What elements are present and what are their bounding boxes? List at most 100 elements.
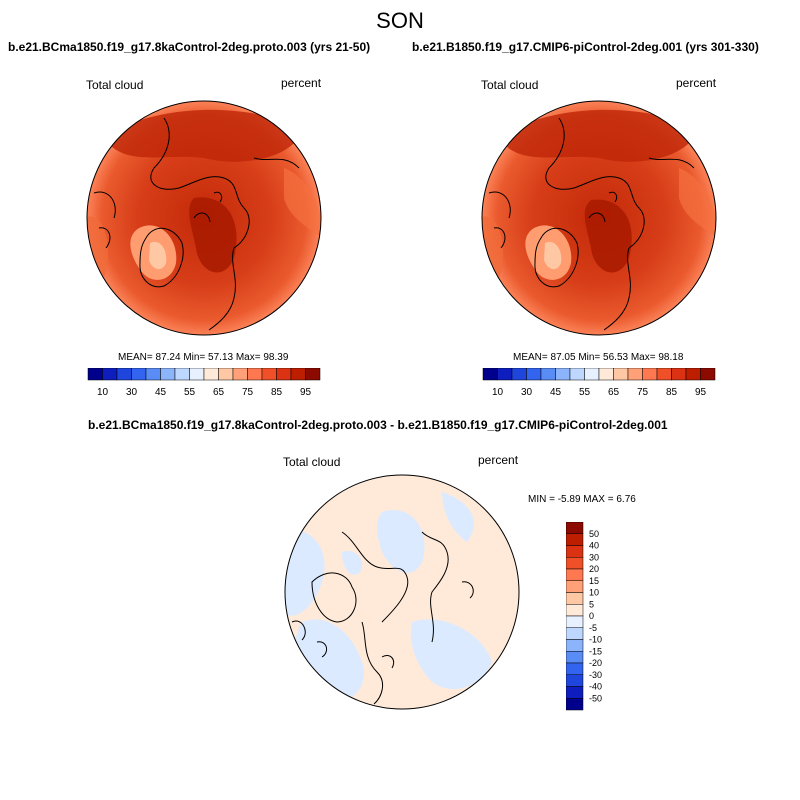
panel-2-colorbar-swatch bbox=[642, 368, 658, 381]
panel-1-colorbar-swatch bbox=[276, 368, 292, 381]
panel-1-colorbar-tick-label: 30 bbox=[126, 387, 138, 398]
panel-2-map-border bbox=[481, 100, 717, 336]
diff-colorbar-tick-label: 5 bbox=[589, 599, 594, 609]
diff-panel-title: b.e21.BCma1850.f19_g17.8kaControl-2deg.p… bbox=[88, 418, 668, 432]
panel-2-colorbar-tick-label: 55 bbox=[579, 387, 591, 398]
panel-2-colorbar-swatch bbox=[656, 368, 672, 381]
panel-2-colorbar-swatch bbox=[700, 368, 716, 381]
panel-1-stats: MEAN= 87.24 Min= 57.13 Max= 98.39 bbox=[118, 352, 289, 363]
panel-2-colorbar-tick-label: 10 bbox=[492, 387, 504, 398]
panel-1-colorbar-tick-label: 45 bbox=[155, 387, 167, 398]
panel-1-colorbar-tick-label: 85 bbox=[271, 387, 283, 398]
panel-2-max-region bbox=[584, 199, 632, 273]
diff-positive-field bbox=[285, 475, 519, 709]
diff-colorbar-tick-label: -10 bbox=[589, 635, 602, 645]
diff-colorbar-tick-label: 10 bbox=[589, 588, 599, 598]
panel-2-colorbar: 10 30 45 55 65 75 85 95 bbox=[482, 368, 716, 398]
panel-1-colorbar-swatch bbox=[232, 368, 248, 381]
panel-2-colorbar-swatch bbox=[598, 368, 614, 381]
panel-2-colorbar-tick-label: 85 bbox=[666, 387, 678, 398]
panel-2-stats: MEAN= 87.05 Min= 56.53 Max= 98.18 bbox=[513, 352, 684, 363]
diff-colorbar-swatch bbox=[566, 604, 584, 617]
panel-2-colorbar-swatch bbox=[569, 368, 585, 381]
panel-1-colorbar-swatch bbox=[87, 368, 103, 381]
panel-2-colorbar-swatch bbox=[627, 368, 643, 381]
panel-2-colorbar-swatch bbox=[555, 368, 571, 381]
panel-2-colorbar-swatch bbox=[497, 368, 513, 381]
diff-colorbar-swatch bbox=[566, 639, 584, 652]
panel-1-colorbar-swatch bbox=[160, 368, 176, 381]
panel-2-colorbar-swatch bbox=[540, 368, 556, 381]
panel-2-units-label: percent bbox=[676, 76, 717, 90]
diff-colorbar-swatch bbox=[566, 674, 584, 687]
panel-1-colorbar: 10 30 45 55 65 75 85 95 bbox=[87, 368, 321, 398]
diff-colorbar-tick-label: 50 bbox=[589, 529, 599, 539]
panel-1-colorbar-swatch bbox=[247, 368, 263, 381]
panel-1-colorbar-swatch bbox=[174, 368, 190, 381]
panel-1-variable-label: Total cloud bbox=[86, 78, 144, 92]
panel-1-colorbar-tick-label: 95 bbox=[300, 387, 312, 398]
diff-colorbar-swatch bbox=[566, 533, 584, 546]
panel-1-colorbar-tick-label: 10 bbox=[97, 387, 109, 398]
diff-colorbar-tick-label: 20 bbox=[589, 564, 599, 574]
panel-1-colorbar-tick-label: 65 bbox=[213, 387, 225, 398]
panel-2-colorbar-swatch bbox=[482, 368, 498, 381]
diff-colorbar-tick-label: -30 bbox=[589, 670, 602, 680]
panel-1-colorbar-swatch bbox=[116, 368, 132, 381]
diff-colorbar-tick-label: 15 bbox=[589, 576, 599, 586]
panel-2-colorbar-swatch bbox=[511, 368, 527, 381]
panel-1-colorbar-swatch bbox=[218, 368, 234, 381]
diff-colorbar-tick-label: -20 bbox=[589, 658, 602, 668]
diff-colorbar-swatch bbox=[566, 522, 584, 534]
panel-1-colorbar-swatch bbox=[203, 368, 219, 381]
panel-2-coastlines bbox=[488, 117, 695, 331]
panel-1-units-label: percent bbox=[281, 76, 322, 90]
diff-colorbar-swatch bbox=[566, 698, 584, 711]
diff-colorbar-swatch bbox=[566, 568, 584, 581]
panel-2-colorbar-swatch bbox=[526, 368, 542, 381]
panel-1-colorbar-swatch bbox=[290, 368, 306, 381]
panel-2-title: b.e21.B1850.f19_g17.CMIP6-piControl-2deg… bbox=[412, 40, 759, 54]
season-title: SON bbox=[376, 8, 424, 33]
diff-colorbar-swatch bbox=[566, 615, 584, 628]
diff-colorbar-tick-label: -50 bbox=[589, 693, 602, 703]
panel-2-colorbar-tick-label: 65 bbox=[608, 387, 620, 398]
diff-polar-map bbox=[284, 474, 520, 710]
diff-map-border bbox=[284, 474, 520, 710]
panel-2-colorbar-tick-label: 95 bbox=[695, 387, 707, 398]
panel-2-colorbar-swatch bbox=[613, 368, 629, 381]
diff-colorbar-tick-label: -15 bbox=[589, 646, 602, 656]
panel-1-colorbar-swatch bbox=[305, 368, 321, 381]
panel-2-colorbar-tick-label: 45 bbox=[550, 387, 562, 398]
diff-colorbar-swatch bbox=[566, 580, 584, 593]
panel-1-coastlines bbox=[93, 117, 300, 331]
diff-units-label: percent bbox=[478, 453, 519, 467]
panel-1-polar-map bbox=[86, 100, 322, 336]
panel-1-colorbar-swatch bbox=[102, 368, 118, 381]
diff-colorbar-swatch bbox=[566, 651, 584, 664]
panel-1-colorbar-swatch bbox=[261, 368, 277, 381]
diff-colorbar-tick-label: 30 bbox=[589, 552, 599, 562]
panel-1-colorbar-swatch bbox=[131, 368, 147, 381]
panel-1-max-region bbox=[189, 197, 237, 273]
diff-colorbar-swatch bbox=[566, 627, 584, 640]
diff-colorbar-swatch bbox=[566, 557, 584, 570]
diff-minmax-label: MIN = -5.89 MAX = 6.76 bbox=[528, 494, 636, 505]
diff-variable-label: Total cloud bbox=[283, 455, 341, 469]
panel-2-colorbar-tick-label: 75 bbox=[637, 387, 649, 398]
panel-2-polar-map bbox=[481, 100, 717, 336]
diff-colorbar-tick-label: 40 bbox=[589, 541, 599, 551]
panel-1-map-border bbox=[86, 100, 322, 336]
panel-1-colorbar-swatch bbox=[145, 368, 161, 381]
panel-2-colorbar-swatch bbox=[685, 368, 701, 381]
panel-1-title: b.e21.BCma1850.f19_g17.8kaControl-2deg.p… bbox=[8, 40, 371, 54]
panel-1-colorbar-tick-label: 55 bbox=[184, 387, 196, 398]
diff-colorbar-tick-label: -40 bbox=[589, 682, 602, 692]
panel-2-variable-label: Total cloud bbox=[481, 78, 539, 92]
panel-1-colorbar-swatch bbox=[189, 368, 205, 381]
panel-2-colorbar-swatch bbox=[671, 368, 687, 381]
diff-coastlines bbox=[291, 531, 474, 705]
diff-colorbar-swatch bbox=[566, 686, 584, 699]
panel-1-colorbar-tick-label: 75 bbox=[242, 387, 254, 398]
